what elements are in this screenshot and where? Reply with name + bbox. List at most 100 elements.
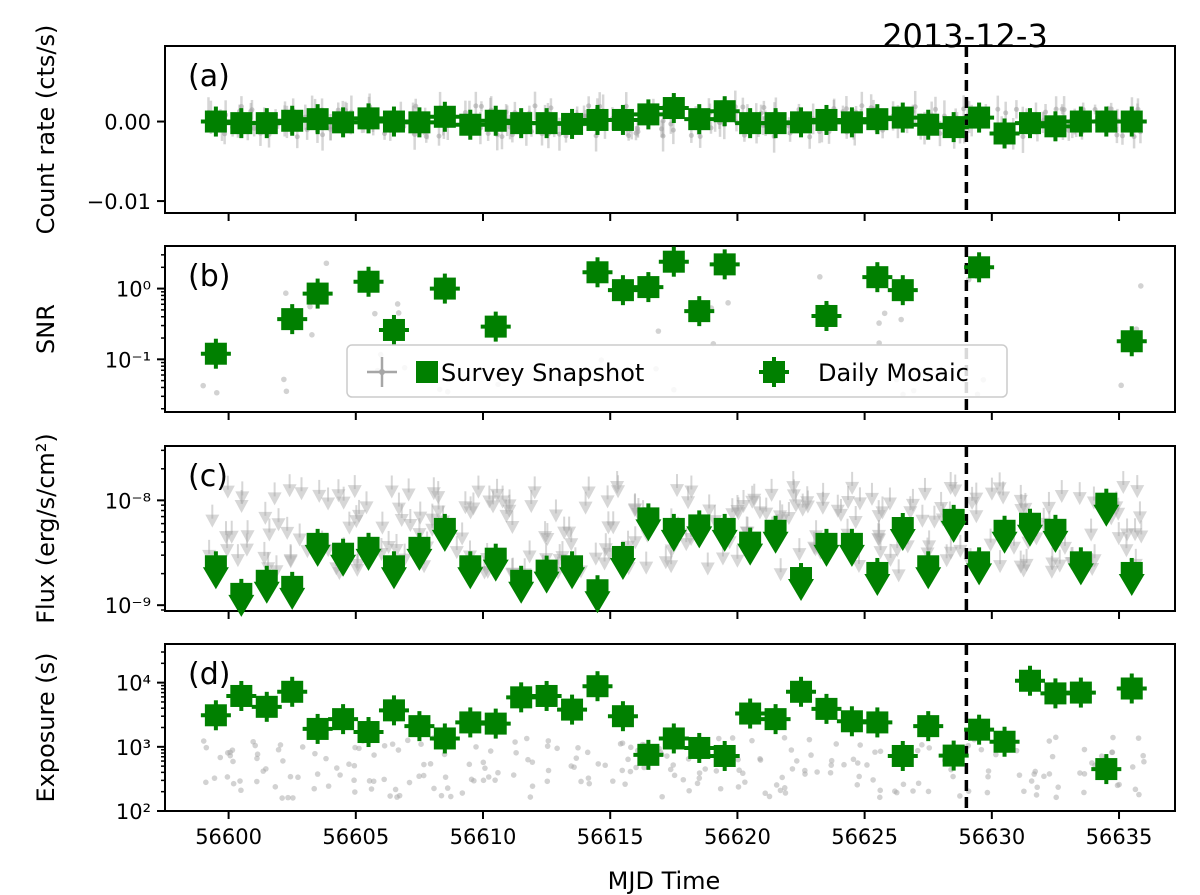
snapshot-upper-limit xyxy=(527,486,542,500)
snapshot-upper-limit xyxy=(230,554,245,568)
snapshot-point xyxy=(404,737,411,744)
snapshot-upper-limit xyxy=(1019,558,1034,572)
snapshot-point xyxy=(335,107,341,113)
snapshot-point xyxy=(667,766,674,773)
snapshot-point xyxy=(978,746,985,753)
snapshot-point xyxy=(356,745,362,752)
daily-mosaic-point xyxy=(484,547,507,562)
daily-mosaic-point xyxy=(713,253,736,276)
daily-mosaic-upper-limit xyxy=(635,519,662,542)
snapshot-upper-limit xyxy=(538,531,553,545)
snapshot-point xyxy=(877,794,883,801)
snapshot-upper-limit xyxy=(463,506,478,520)
legend-handle-daily-square xyxy=(763,361,785,383)
snapshot-upper-limit xyxy=(658,556,673,570)
snapshot-upper-limit xyxy=(1016,564,1031,578)
snapshot-point xyxy=(984,789,991,796)
snapshot-point xyxy=(473,103,479,109)
snapshot-upper-limit xyxy=(548,509,563,523)
daily-mosaic-upper-limit xyxy=(355,548,382,571)
snapshot-point xyxy=(808,752,814,758)
snapshot-point xyxy=(716,735,722,742)
snapshot-point xyxy=(366,778,373,784)
snapshot-upper-limit xyxy=(917,487,932,501)
daily-mosaic-point xyxy=(815,532,838,547)
snapshot-point xyxy=(418,741,424,748)
snapshot-point xyxy=(843,106,849,112)
snapshot-point xyxy=(686,787,692,794)
x-tick-label: 56615 xyxy=(577,825,644,849)
snapshot-upper-limit xyxy=(347,485,362,499)
daily-mosaic-point xyxy=(1018,512,1041,527)
snapshot-point xyxy=(910,788,916,794)
daily-mosaic-point xyxy=(586,675,609,698)
snapshot-point xyxy=(925,788,932,795)
snapshot-point xyxy=(872,749,878,755)
daily-mosaic-point xyxy=(535,112,558,135)
snapshot-point xyxy=(762,790,769,797)
snapshot-point xyxy=(279,795,285,801)
daily-mosaic-upper-limit xyxy=(660,529,687,552)
daily-mosaic-point xyxy=(230,112,253,135)
snapshot-point xyxy=(1043,109,1049,115)
snapshot-point xyxy=(203,744,210,751)
daily-mosaic-point xyxy=(993,519,1016,534)
snapshot-point xyxy=(351,762,358,769)
snapshot-point xyxy=(287,773,294,780)
daily-mosaic-upper-limit xyxy=(991,531,1018,554)
daily-mosaic-point xyxy=(891,517,914,532)
daily-mosaic-upper-limit xyxy=(813,544,840,567)
daily-mosaic-upper-limit xyxy=(508,581,535,604)
snapshot-upper-limit xyxy=(220,485,235,499)
snapshot-upper-limit xyxy=(581,486,596,500)
daily-mosaic-point xyxy=(1018,112,1041,135)
snapshot-point xyxy=(995,106,1001,112)
snapshot-upper-limit xyxy=(745,495,760,509)
daily-mosaic-point xyxy=(433,105,456,128)
y-axis-label-4: Exposure (s) xyxy=(32,653,60,803)
snapshot-upper-limit xyxy=(224,530,239,544)
daily-mosaic-point xyxy=(1120,330,1143,353)
snapshot-upper-limit xyxy=(1045,557,1060,571)
snapshot-point xyxy=(628,744,634,751)
snapshot-point xyxy=(735,784,742,790)
daily-mosaic-point xyxy=(942,508,965,523)
snapshot-upper-limit xyxy=(730,554,745,568)
snapshot-point xyxy=(238,104,244,110)
daily-mosaic-point xyxy=(230,582,253,597)
daily-mosaic-point xyxy=(1120,677,1143,700)
snapshot-upper-limit xyxy=(562,526,577,540)
snapshot-point xyxy=(299,744,306,750)
snapshot-upper-limit xyxy=(969,510,984,524)
daily-mosaic-point xyxy=(433,727,456,750)
snapshot-upper-limit xyxy=(220,544,235,558)
y-tick-label: 10⁰ xyxy=(116,278,151,302)
snapshot-point xyxy=(1132,786,1139,793)
daily-mosaic-point xyxy=(484,109,507,132)
x-tick-label: 56625 xyxy=(831,825,898,849)
snapshot-point xyxy=(575,745,581,751)
snapshot-upper-limit xyxy=(283,555,298,569)
snapshot-point xyxy=(352,789,358,795)
snapshot-upper-limit xyxy=(664,560,679,574)
snapshot-upper-limit xyxy=(524,500,539,514)
daily-mosaic-point xyxy=(586,261,609,284)
daily-mosaic-point xyxy=(510,686,533,709)
snapshot-point xyxy=(619,767,626,774)
snapshot-upper-limit xyxy=(871,533,886,547)
snapshot-point xyxy=(320,132,326,138)
snapshot-upper-limit xyxy=(816,492,831,506)
daily-mosaic-point xyxy=(968,718,991,741)
daily-mosaic-point xyxy=(713,100,736,123)
snapshot-point xyxy=(876,320,882,326)
snapshot-point xyxy=(277,742,284,748)
snapshot-point xyxy=(381,742,388,749)
snapshot-upper-limit xyxy=(1084,528,1099,542)
snapshot-point xyxy=(793,758,800,764)
daily-mosaic-point xyxy=(942,744,965,767)
snapshot-upper-limit xyxy=(1132,511,1147,525)
snapshot-point xyxy=(272,784,279,790)
snapshot-upper-limit xyxy=(983,538,998,552)
snapshot-point xyxy=(850,756,857,763)
snapshot-point xyxy=(697,133,703,139)
